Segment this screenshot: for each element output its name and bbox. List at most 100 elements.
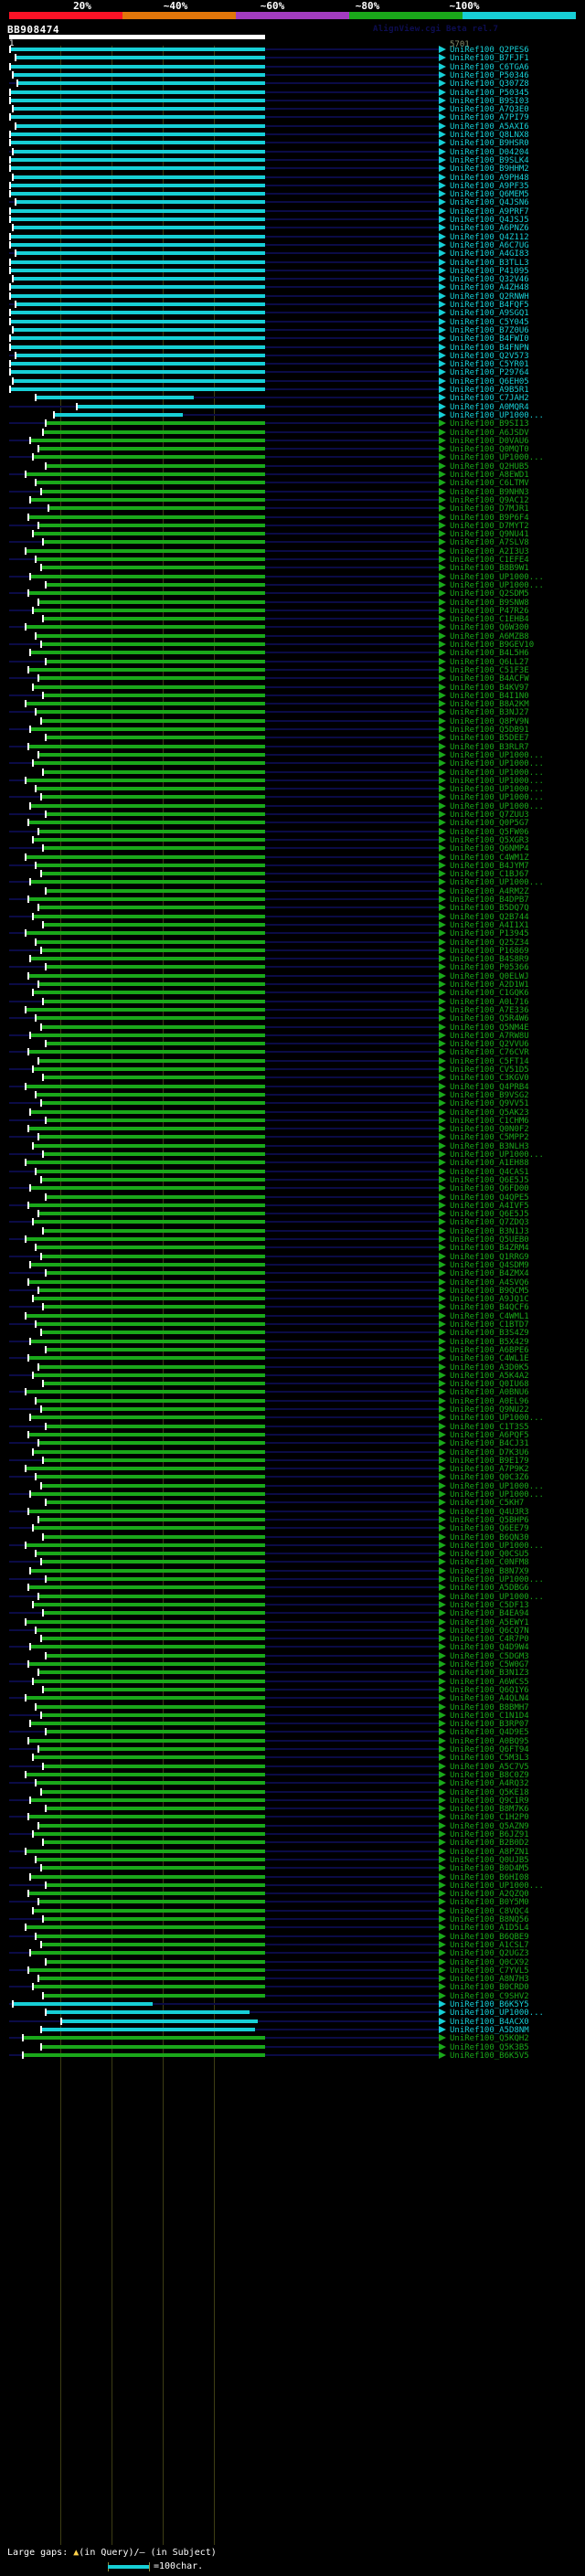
subject-label[interactable]: UniRef100_A6C7UG xyxy=(450,240,529,250)
alignment-row[interactable]: UniRef100_Q5AZN9 xyxy=(0,1821,585,1831)
hsp-bar[interactable] xyxy=(41,1942,265,1946)
alignment-row[interactable]: UniRef100_C51F3E xyxy=(0,665,585,675)
hsp-bar[interactable] xyxy=(26,625,265,630)
subject-label[interactable]: UniRef100_C4R7P0 xyxy=(450,1635,529,1645)
alignment-row[interactable]: UniRef100_A4GI83 xyxy=(0,249,585,260)
hsp-bar[interactable] xyxy=(47,1194,265,1199)
alignment-row[interactable]: UniRef100_UP1000... xyxy=(0,785,585,794)
subject-label[interactable]: UniRef100_Q6CQ7N xyxy=(450,1626,529,1636)
subject-label[interactable]: UniRef100_UP1000... xyxy=(450,801,544,811)
hsp-bar[interactable] xyxy=(28,1279,265,1284)
alignment-row[interactable]: UniRef100_Q4CAS1 xyxy=(0,1167,585,1177)
alignment-row[interactable]: UniRef100_B6K5V5 xyxy=(0,2051,585,2061)
hsp-bar[interactable] xyxy=(41,489,265,493)
hsp-bar[interactable] xyxy=(11,208,265,213)
hsp-bar[interactable] xyxy=(26,1467,265,1471)
subject-label[interactable]: UniRef100_B8A2KM xyxy=(450,700,529,710)
subject-label[interactable]: UniRef100_B6QBE9 xyxy=(450,1932,529,1942)
alignment-row[interactable]: UniRef100_UP1000... xyxy=(0,1575,585,1585)
subject-label[interactable]: UniRef100_Q5FW06 xyxy=(450,827,529,837)
subject-label[interactable]: UniRef100_C4WM1Z xyxy=(450,853,529,863)
alignment-row[interactable]: UniRef100_B4QCF6 xyxy=(0,1303,585,1312)
subject-label[interactable]: UniRef100_A7Q3E0 xyxy=(450,105,529,115)
subject-label[interactable]: UniRef100_Q0CSU5 xyxy=(450,1550,529,1560)
alignment-row[interactable]: UniRef100_A6JSDV xyxy=(0,428,585,438)
subject-label[interactable]: UniRef100_B4L5H6 xyxy=(450,649,529,659)
alignment-row[interactable]: UniRef100_Q6Q1Y6 xyxy=(0,1685,585,1695)
subject-label[interactable]: UniRef100_A2QZQ0 xyxy=(450,1890,529,1900)
alignment-row[interactable]: UniRef100_A7SLV8 xyxy=(0,538,585,547)
hsp-bar[interactable] xyxy=(44,1305,265,1309)
hsp-bar[interactable] xyxy=(38,1670,265,1675)
alignment-row[interactable]: UniRef100_B7FJF1 xyxy=(0,54,585,63)
hsp-bar[interactable] xyxy=(34,1832,265,1836)
subject-label[interactable]: UniRef100_CV51D5 xyxy=(450,1065,529,1075)
subject-label[interactable]: UniRef100_A4GI83 xyxy=(450,249,529,260)
alignment-row[interactable]: UniRef100_B9VSG2 xyxy=(0,1090,585,1100)
hsp-bar[interactable] xyxy=(37,863,265,867)
hsp-bar[interactable] xyxy=(28,1585,265,1590)
subject-label[interactable]: UniRef100_A0EL96 xyxy=(450,1396,529,1406)
subject-label[interactable]: UniRef100_Q6MEM5 xyxy=(450,190,529,200)
hsp-bar[interactable] xyxy=(38,1441,265,1446)
alignment-row[interactable]: UniRef100_B8BMH7 xyxy=(0,1702,585,1712)
subject-label[interactable]: UniRef100_Q9C1R9 xyxy=(450,1796,529,1806)
hsp-bar[interactable] xyxy=(16,302,265,306)
subject-label[interactable]: UniRef100_C3KGV0 xyxy=(450,1074,529,1084)
alignment-row[interactable]: UniRef100_C5DF13 xyxy=(0,1600,585,1610)
subject-label[interactable]: UniRef100_C9SHV2 xyxy=(450,1991,529,2001)
subject-label[interactable]: UniRef100_Q5UEB0 xyxy=(450,1235,529,1245)
hsp-bar[interactable] xyxy=(41,1712,265,1717)
subject-label[interactable]: UniRef100_A8PZN1 xyxy=(450,1847,529,1857)
alignment-row[interactable]: UniRef100_B8N7X9 xyxy=(0,1566,585,1576)
subject-label[interactable]: UniRef100_UP1000... xyxy=(450,878,544,888)
subject-label[interactable]: UniRef100_Q6E5J5 xyxy=(450,1210,529,1220)
subject-label[interactable]: UniRef100_B8NQ56 xyxy=(450,1915,529,1924)
alignment-row[interactable]: UniRef100_A8EWD1 xyxy=(0,471,585,480)
subject-label[interactable]: UniRef100_C7JAH2 xyxy=(450,394,529,404)
alignment-row[interactable]: UniRef100_P16869 xyxy=(0,946,585,956)
alignment-row[interactable]: UniRef100_B5DEE7 xyxy=(0,734,585,743)
alignment-row[interactable]: UniRef100_Q5BHP6 xyxy=(0,1515,585,1525)
hsp-bar[interactable] xyxy=(44,1840,265,1845)
alignment-row[interactable]: UniRef100_A0BNU6 xyxy=(0,1388,585,1397)
subject-label[interactable]: UniRef100_A8EWD1 xyxy=(450,471,529,480)
alignment-row[interactable]: UniRef100_A7PI79 xyxy=(0,113,585,122)
alignment-row[interactable]: UniRef100_B4FWI0 xyxy=(0,334,585,344)
alignment-row[interactable]: UniRef100_C8VQC4 xyxy=(0,1906,585,1916)
hsp-bar[interactable] xyxy=(38,1288,265,1292)
subject-label[interactable]: UniRef100_C5MPP2 xyxy=(450,1133,529,1143)
alignment-row[interactable]: UniRef100_A2D1W1 xyxy=(0,981,585,990)
subject-label[interactable]: UniRef100_UP1000... xyxy=(450,410,544,420)
hsp-bar[interactable] xyxy=(47,1730,265,1734)
hsp-bar[interactable] xyxy=(28,1432,265,1436)
hsp-bar[interactable] xyxy=(44,1687,265,1691)
subject-label[interactable]: UniRef100_UP1000... xyxy=(450,1541,544,1551)
subject-label[interactable]: UniRef100_B9SLK4 xyxy=(450,155,529,165)
hsp-bar[interactable] xyxy=(13,72,265,77)
subject-label[interactable]: UniRef100_C5DGM3 xyxy=(450,1651,529,1661)
hsp-bar[interactable] xyxy=(31,1797,265,1802)
alignment-row[interactable]: UniRef100_P29764 xyxy=(0,368,585,377)
hsp-bar[interactable] xyxy=(26,472,265,476)
alignment-row[interactable]: UniRef100_A9JQ1C xyxy=(0,1295,585,1304)
hsp-bar[interactable] xyxy=(41,2044,265,2049)
hsp-bar[interactable] xyxy=(26,702,265,706)
hsp-bar[interactable] xyxy=(41,1177,265,1182)
alignment-row[interactable]: UniRef100_B5DQ7Q xyxy=(0,904,585,913)
alignment-row[interactable]: UniRef100_UP1000... xyxy=(0,580,585,590)
alignment-row[interactable]: UniRef100_A4QLN4 xyxy=(0,1694,585,1703)
hsp-bar[interactable] xyxy=(41,2027,255,2031)
subject-label[interactable]: UniRef100_A2I3U3 xyxy=(450,546,529,557)
subject-label[interactable]: UniRef100_UP1000... xyxy=(450,759,544,769)
subject-label[interactable]: UniRef100_Q5AZN9 xyxy=(450,1821,529,1831)
subject-label[interactable]: UniRef100_Q6EE79 xyxy=(450,1524,529,1534)
alignment-row[interactable]: UniRef100_B4ACFW xyxy=(0,674,585,684)
alignment-row[interactable]: UniRef100_C5MPP2 xyxy=(0,1133,585,1143)
alignment-row[interactable]: UniRef100_Q5UEB0 xyxy=(0,1235,585,1245)
alignment-row[interactable]: UniRef100_A5C7V5 xyxy=(0,1762,585,1772)
subject-label[interactable]: UniRef100_C1EFE4 xyxy=(450,556,529,565)
hsp-bar[interactable] xyxy=(26,1237,265,1241)
alignment-row[interactable]: UniRef100_P05366 xyxy=(0,963,585,972)
subject-label[interactable]: UniRef100_B4JYM7 xyxy=(450,861,529,871)
